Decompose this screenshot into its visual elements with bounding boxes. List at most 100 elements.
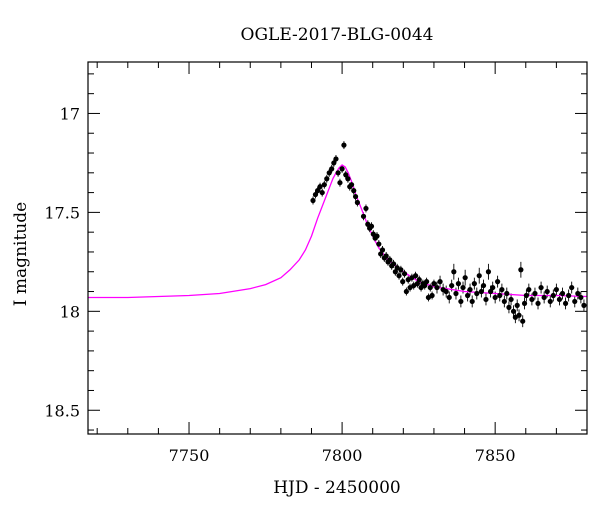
data-point	[478, 288, 484, 295]
chart-title: OGLE-2017-BLG-0044	[241, 25, 434, 45]
data-point	[504, 290, 510, 297]
data-point	[566, 292, 572, 299]
data-point	[514, 302, 520, 308]
data-point	[431, 281, 437, 287]
y-tick-label: 17.5	[44, 203, 80, 222]
data-point	[535, 300, 541, 307]
data-point	[508, 296, 514, 303]
data-point	[569, 284, 575, 291]
data-point	[506, 304, 512, 310]
data-point	[400, 279, 406, 285]
data-point	[392, 269, 398, 275]
data-point	[423, 279, 430, 285]
data-point	[523, 292, 529, 299]
data-point	[310, 197, 316, 204]
x-tick-label: 7800	[322, 446, 363, 465]
model-curve	[88, 164, 588, 299]
data-point	[416, 277, 422, 283]
data-point	[501, 298, 507, 305]
data-point	[422, 282, 428, 289]
x-tick-labels: 7750 7800 7850	[169, 446, 516, 465]
plot-frame	[87, 61, 588, 435]
data-point	[427, 284, 433, 291]
data-point	[363, 205, 369, 212]
data-points	[310, 142, 587, 324]
data-point	[341, 142, 347, 148]
data-point	[532, 290, 538, 297]
data-point	[443, 288, 449, 295]
data-point	[460, 284, 466, 291]
data-point	[429, 292, 435, 299]
data-point	[547, 298, 553, 305]
y-axis-label: I magnitude	[11, 202, 31, 306]
data-point	[401, 271, 408, 277]
data-point	[526, 286, 532, 293]
data-point	[556, 296, 563, 303]
data-point	[485, 269, 492, 275]
data-point	[333, 156, 339, 162]
data-point	[465, 292, 471, 299]
data-point	[354, 199, 360, 206]
data-point	[469, 298, 475, 305]
data-point	[315, 188, 321, 194]
data-point	[521, 300, 528, 307]
data-point	[553, 286, 559, 293]
data-point	[387, 257, 393, 263]
data-point	[351, 188, 357, 194]
data-point	[471, 281, 477, 287]
data-point	[352, 193, 359, 200]
data-point	[578, 294, 584, 301]
data-point	[490, 284, 496, 291]
data-point	[348, 182, 355, 188]
data-point	[453, 290, 459, 297]
data-point	[495, 279, 501, 285]
data-point	[379, 247, 386, 253]
data-point	[345, 176, 351, 182]
data-point	[550, 292, 556, 299]
data-point	[312, 191, 319, 198]
data-point	[326, 170, 332, 176]
x-tick-label: 7750	[169, 446, 210, 465]
data-point	[492, 294, 498, 301]
data-point	[451, 269, 457, 275]
data-point	[483, 296, 489, 303]
data-point	[321, 182, 327, 188]
data-point	[516, 312, 522, 318]
data-point	[575, 290, 581, 297]
data-point	[337, 180, 343, 186]
data-point	[324, 176, 330, 182]
data-point	[518, 267, 524, 273]
data-point	[317, 184, 323, 190]
data-point	[541, 294, 547, 301]
data-point	[559, 290, 566, 297]
data-point	[449, 282, 455, 289]
x-tick-label: 7850	[475, 446, 516, 465]
y-tick-labels: 17 17.5 18 18.5	[44, 104, 80, 420]
data-point	[467, 286, 473, 293]
data-point	[480, 282, 487, 289]
data-point	[487, 288, 494, 295]
data-point	[414, 281, 421, 287]
y-tick-label: 18	[60, 302, 80, 321]
data-point	[390, 261, 397, 267]
data-point	[376, 241, 382, 247]
data-point	[562, 300, 569, 307]
data-point	[398, 267, 404, 273]
data-point	[383, 253, 389, 259]
data-point	[529, 296, 535, 303]
data-point	[499, 286, 505, 293]
data-point	[455, 281, 462, 287]
data-point	[403, 288, 409, 295]
data-point	[343, 172, 349, 178]
data-point	[462, 275, 468, 281]
data-point	[412, 273, 419, 279]
data-point	[374, 233, 380, 239]
data-point	[339, 166, 345, 172]
data-point	[476, 273, 482, 279]
data-point	[378, 251, 384, 257]
data-point	[458, 298, 464, 305]
y-tick-label: 17	[60, 104, 80, 123]
data-point	[497, 292, 503, 299]
data-point	[319, 189, 325, 196]
